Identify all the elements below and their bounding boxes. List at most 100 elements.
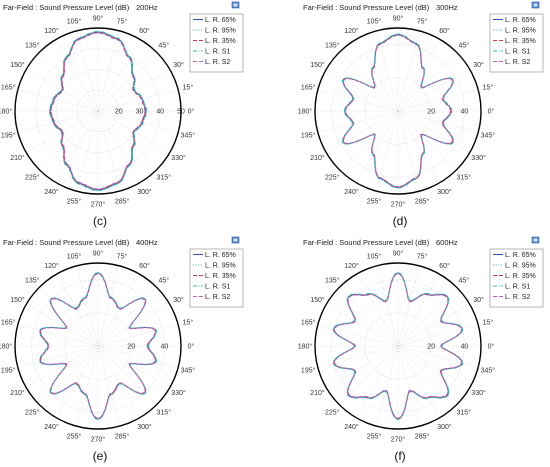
- series-line: [341, 33, 455, 189]
- series-line: [334, 273, 462, 419]
- grid-spoke: [397, 52, 457, 112]
- grid-spoke: [397, 345, 420, 427]
- grid-spoke: [97, 287, 157, 347]
- angle-tick-label: 330°: [171, 389, 186, 397]
- angle-tick-label: 30°: [473, 61, 484, 69]
- grid-spoke: [397, 39, 440, 112]
- panel-title: Far-Field : Sound Pressure Level (dB): [3, 238, 130, 247]
- grid-spoke: [56, 345, 99, 418]
- angle-tick-label: 165°: [301, 83, 316, 91]
- grid-spoke: [376, 265, 399, 347]
- grid-spoke: [26, 345, 99, 388]
- angle-tick-label: 75°: [417, 18, 428, 26]
- angle-tick-label: 225°: [325, 173, 340, 181]
- grid-spoke: [97, 274, 140, 347]
- angle-tick-label: 255°: [367, 432, 382, 440]
- legend: L. R. 65% L. R. 95% L. R. 35% L. R. S1 L. R.…: [189, 13, 244, 73]
- legend-label: L. R. 95%: [205, 263, 236, 270]
- outer-circle: [314, 27, 482, 195]
- angle-tick-label: 60°: [139, 262, 150, 270]
- grid-spoke: [397, 110, 420, 192]
- grid-spoke: [397, 110, 440, 183]
- grid-spoke: [326, 69, 399, 112]
- angle-tick-label: 180°: [0, 108, 12, 116]
- angle-tick-label: 300°: [437, 423, 452, 431]
- angle-tick-label: 45°: [158, 42, 169, 50]
- angle-tick-label: 105°: [67, 18, 82, 26]
- angle-tick-label: 165°: [1, 318, 16, 326]
- grid-spoke: [317, 110, 399, 133]
- grid-spoke: [56, 274, 99, 347]
- angle-tick-label: 60°: [439, 262, 450, 270]
- angle-tick-label: 195°: [1, 132, 16, 140]
- angle-tick-label: 225°: [325, 408, 340, 416]
- radial-tick-label: 20: [115, 109, 123, 116]
- legend-label: L. R. 35%: [205, 38, 236, 45]
- angle-tick-label: 135°: [25, 42, 40, 50]
- export-image-icon[interactable]: [231, 236, 240, 244]
- grid-spoke: [397, 265, 420, 347]
- radial-tick-label: 20: [127, 344, 135, 351]
- legend-label: L. R. 95%: [505, 28, 536, 35]
- angle-tick-label: 210°: [10, 389, 25, 397]
- angle-tick-label: 330°: [171, 154, 186, 162]
- panel-title: Far-Field : Sound Pressure Level (dB): [303, 238, 430, 247]
- angle-tick-label: 270°: [91, 201, 106, 209]
- radial-tick-label: 40: [156, 109, 164, 116]
- grid-spoke: [397, 69, 470, 112]
- legend-label: L. R. 35%: [205, 273, 236, 280]
- grid-circle: [35, 48, 161, 174]
- legend: L. R. 65% L. R. 95% L. R. 35% L. R. S1 L. R.…: [489, 13, 544, 73]
- polar-panel-d: Far-Field : Sound Pressure Level (dB) 300…: [298, 1, 544, 228]
- series-line: [49, 31, 147, 191]
- angle-tick-label: 345°: [181, 132, 196, 140]
- angle-tick-label: 300°: [137, 188, 152, 196]
- outer-circle: [14, 262, 182, 430]
- legend-label: L. R. 35%: [505, 38, 536, 45]
- angle-tick-label: 120°: [44, 27, 59, 35]
- grid-spoke: [56, 39, 99, 112]
- legend-label: L. R. S1: [205, 284, 230, 291]
- angle-tick-label: 15°: [183, 83, 194, 91]
- angle-tick-label: 330°: [471, 389, 486, 397]
- angle-tick-label: 285°: [115, 432, 130, 440]
- angle-tick-label: 300°: [437, 188, 452, 196]
- panel-caption: (c): [93, 214, 107, 228]
- angle-tick-label: 165°: [301, 318, 316, 326]
- grid-spoke: [356, 110, 399, 183]
- export-image-icon[interactable]: [231, 1, 240, 9]
- angle-tick-label: 255°: [67, 197, 82, 205]
- angle-tick-label: 195°: [1, 367, 16, 375]
- export-image-icon[interactable]: [531, 1, 540, 9]
- grid-circle: [31, 279, 165, 413]
- grid-spoke: [97, 304, 170, 347]
- grid-spoke: [376, 30, 399, 112]
- angle-tick-label: 345°: [481, 132, 496, 140]
- angle-tick-label: 180°: [0, 343, 12, 351]
- legend-label: L. R. S1: [505, 49, 530, 56]
- angle-tick-label: 150°: [310, 61, 325, 69]
- angle-tick-label: 0°: [188, 343, 195, 351]
- angle-tick-label: 315°: [457, 408, 472, 416]
- angle-tick-label: 240°: [344, 423, 359, 431]
- export-image-icon[interactable]: [531, 236, 540, 244]
- grid-spoke: [317, 89, 399, 112]
- angle-tick-label: 0°: [188, 108, 195, 116]
- angle-tick-label: 270°: [391, 201, 406, 209]
- radial-tick-label: 20: [427, 344, 435, 351]
- panel-title: Far-Field : Sound Pressure Level (dB): [3, 3, 130, 12]
- angle-tick-label: 345°: [181, 367, 196, 375]
- angle-tick-label: 60°: [139, 27, 150, 35]
- angle-tick-label: 120°: [344, 27, 359, 35]
- series-line: [40, 272, 156, 420]
- legend-label: L. R. 65%: [505, 17, 536, 24]
- angle-tick-label: 60°: [439, 27, 450, 35]
- grid-circle: [331, 44, 465, 178]
- angle-tick-label: 210°: [10, 154, 25, 162]
- angle-tick-label: 45°: [458, 42, 469, 50]
- angle-tick-label: 240°: [344, 188, 359, 196]
- angle-tick-label: 255°: [67, 432, 82, 440]
- legend-label: L. R. S2: [205, 294, 230, 301]
- radial-tick-label: 40: [461, 109, 469, 116]
- angle-tick-label: 150°: [10, 296, 25, 304]
